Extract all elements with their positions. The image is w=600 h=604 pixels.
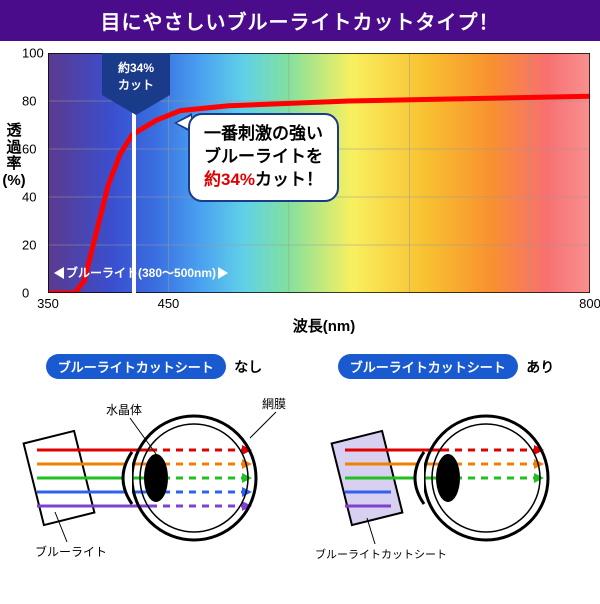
diagram-with-filter: ブルーライトカットシート あり ブルーライトカットシート <box>311 354 581 573</box>
eye-illustration: ブルーライトカットシート <box>311 383 581 573</box>
pill-suffix: なし <box>234 359 262 375</box>
pill-suffix: あり <box>526 359 554 375</box>
pill-label: ブルーライトカットシート <box>46 354 226 379</box>
pill-label: ブルーライトカットシート <box>338 354 518 379</box>
chart-plot-area: 約34% カット ブルーライト(380〜500nm) 一番刺激の強い ブルーライ… <box>48 53 590 293</box>
svg-text:ブルーライト: ブルーライト <box>35 544 107 559</box>
eye-illustration: 水晶体 網膜ブルーライト <box>19 383 289 573</box>
header-banner: 目にやさしいブルーライトカットタイプ！ <box>0 0 600 41</box>
cut-percent-badge: 約34% カット <box>102 53 170 95</box>
transmittance-chart: 透 過 率 (%) 約34% カット ブルーライト(380〜500nm) 一番刺… <box>48 53 590 293</box>
callout-bubble: 一番刺激の強い ブルーライトを 約34%カット！ <box>188 113 339 202</box>
x-axis-label: 波長(nm) <box>48 315 600 336</box>
diagram-without-filter: ブルーライトカットシート なし 水晶体 網膜ブルーライト <box>19 354 289 573</box>
svg-text:網膜: 網膜 <box>262 397 286 411</box>
svg-text:水晶体: 水晶体 <box>106 403 142 417</box>
svg-text:ブルーライトカットシート: ブルーライトカットシート <box>315 547 447 561</box>
bluelight-range-label: ブルーライト(380〜500nm) <box>54 264 228 281</box>
eye-diagrams: ブルーライトカットシート なし 水晶体 網膜ブルーライト ブルーライトカットシート… <box>8 354 592 573</box>
